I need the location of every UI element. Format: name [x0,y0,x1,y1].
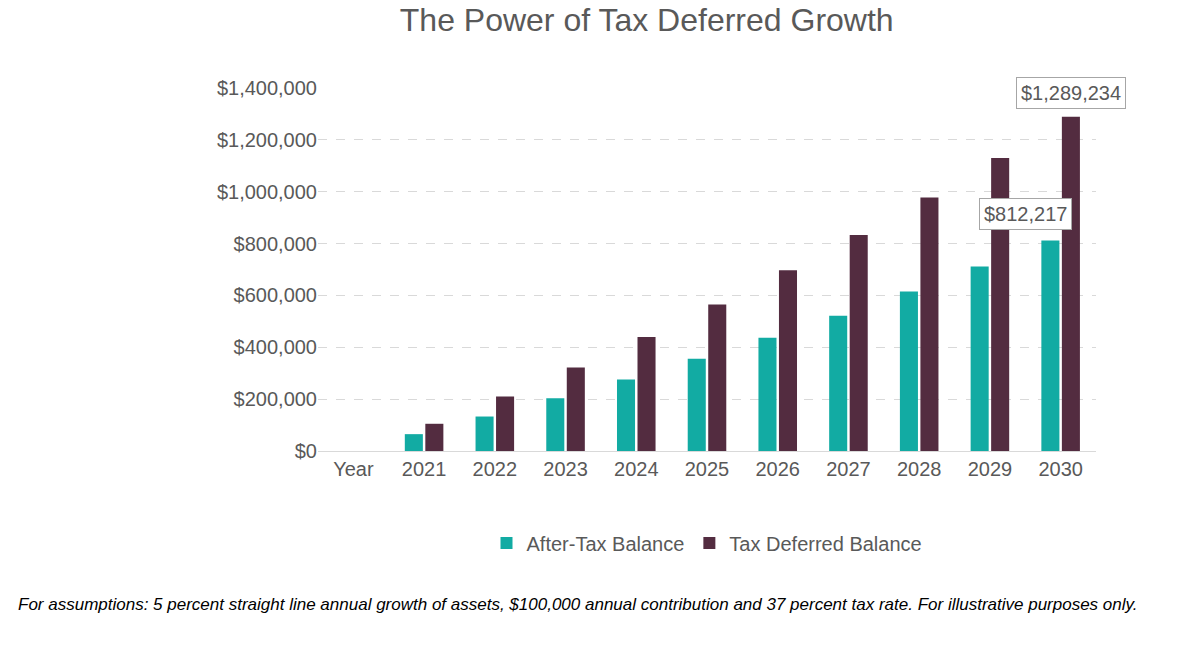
svg-text:$600,000: $600,000 [234,284,317,306]
svg-text:2022: 2022 [473,458,518,480]
svg-text:$1,400,000: $1,400,000 [217,77,317,99]
svg-text:$0: $0 [295,440,317,462]
svg-text:$1,000,000: $1,000,000 [217,181,317,203]
svg-text:Year: Year [333,458,374,480]
svg-text:$800,000: $800,000 [234,233,317,255]
html-text:For assumptions: 5 percent str: For assumptions: 5 percent straight line… [18,595,1138,614]
svg-text:2028: 2028 [897,458,942,480]
svg-text:2027: 2027 [826,458,871,480]
svg-text:$400,000: $400,000 [234,336,317,358]
svg-text:After-Tax Balance: After-Tax Balance [527,533,685,555]
svg-text:$812,217: $812,217 [984,203,1067,225]
svg-text:$1,289,234: $1,289,234 [1021,82,1121,104]
svg-text:2029: 2029 [968,458,1013,480]
svg-text:The Power of Tax Deferred Grow: The Power of Tax Deferred Growth [400,2,894,38]
svg-text:2030: 2030 [1038,458,1083,480]
svg-text:2021: 2021 [402,458,447,480]
svg-text:2023: 2023 [543,458,588,480]
svg-text:2024: 2024 [614,458,659,480]
svg-text:$1,200,000: $1,200,000 [217,129,317,151]
svg-text:2025: 2025 [685,458,730,480]
svg-text:$200,000: $200,000 [234,388,317,410]
svg-text:Tax Deferred Balance: Tax Deferred Balance [729,533,921,555]
svg-text:2026: 2026 [755,458,800,480]
